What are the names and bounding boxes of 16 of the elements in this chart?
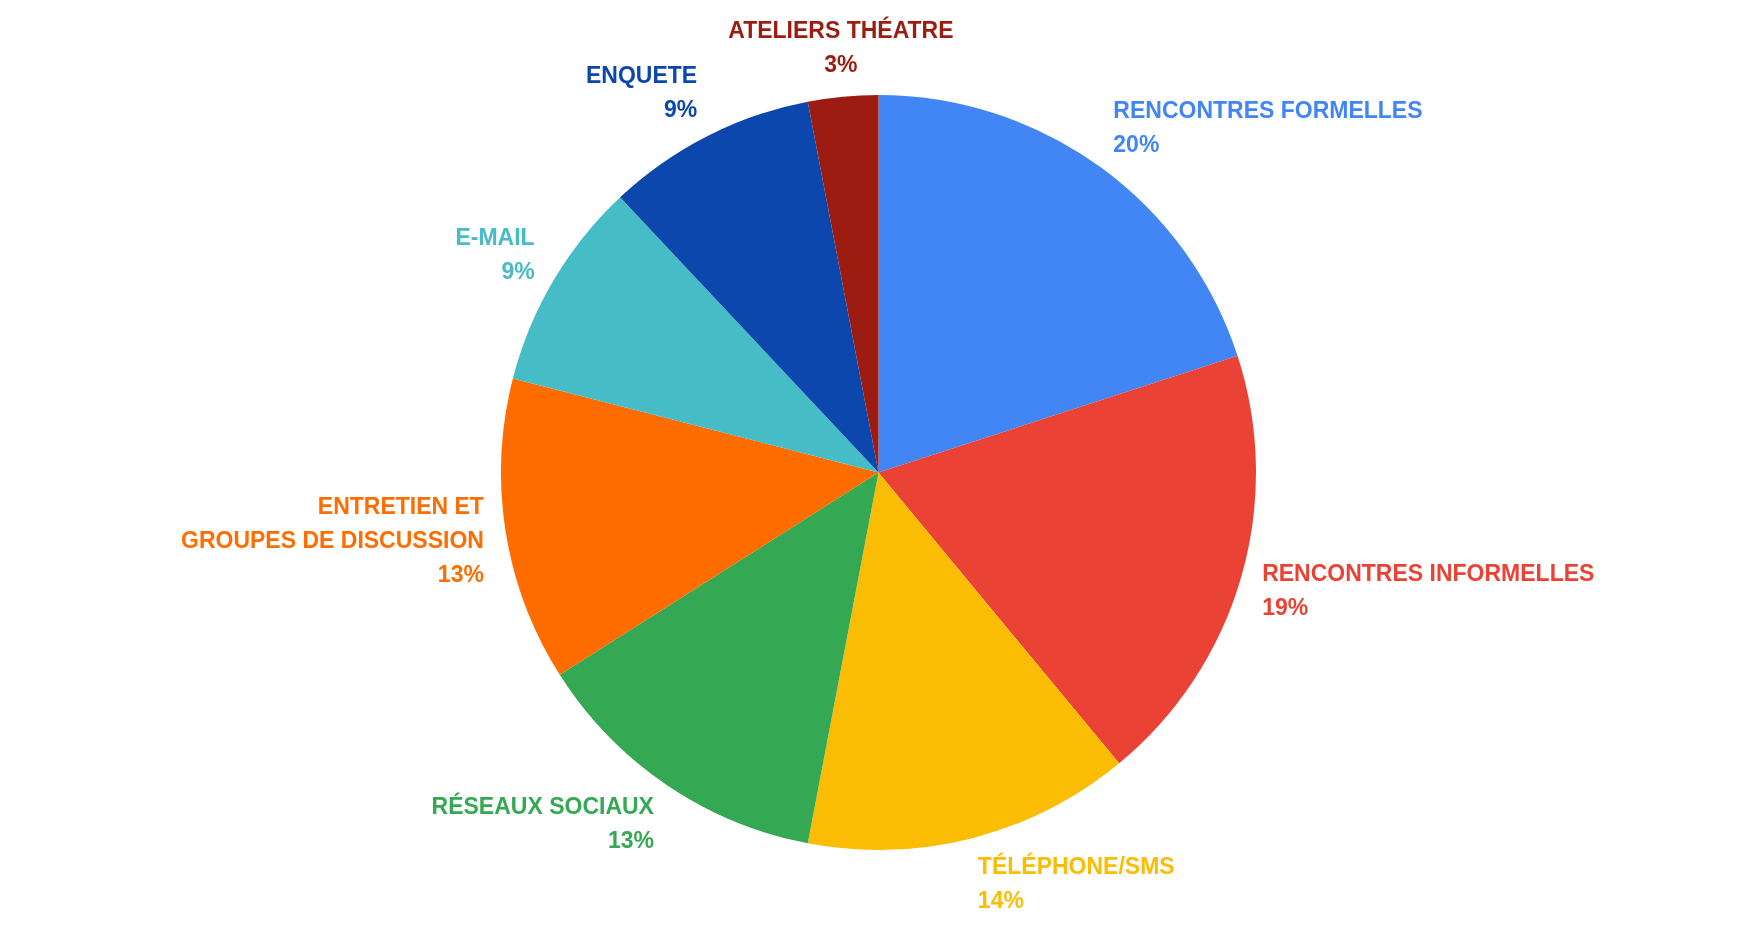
data-label: 14% (977, 886, 1024, 913)
data-label: 9% (501, 258, 535, 285)
data-label: 13% (437, 561, 484, 588)
slice-label: RÉSEAUX SOCIAUX (431, 791, 655, 819)
slice-label: RENCONTRES INFORMELLES (1262, 559, 1595, 586)
data-label: 13% (607, 826, 654, 853)
slice-label: ENQUETE (585, 61, 698, 88)
slice-label: RENCONTRES FORMELLES (1113, 96, 1423, 123)
slice-label: ATELIERS THÉATRE (728, 16, 954, 44)
slice-label: ENTRETIEN ET GROUPES DE DISCUSSION (181, 493, 484, 554)
slice-label: TÉLÉPHONE/SMS (977, 851, 1175, 879)
data-label: 19% (1262, 593, 1309, 620)
data-label: 9% (663, 95, 698, 122)
slice-label: E-MAIL (455, 224, 535, 251)
data-label: 3% (824, 51, 858, 78)
data-label: 20% (1113, 130, 1160, 157)
